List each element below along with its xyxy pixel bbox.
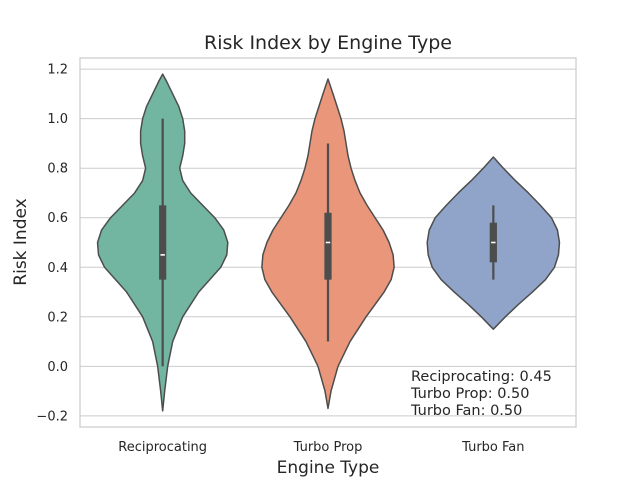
violins [96, 73, 561, 412]
iqr-box-turbo-prop [324, 212, 332, 280]
x-axis-label: Engine Type [277, 458, 380, 478]
y-tick-label: 1.2 [47, 63, 68, 78]
y-tick-label: −0.2 [36, 409, 68, 424]
y-tick-label: 0.4 [47, 261, 68, 276]
y-tick-label: 0.0 [47, 360, 68, 375]
annotation-line-reciprocating: Reciprocating: 0.45 [411, 369, 552, 385]
chart-title: Risk Index by Engine Type [204, 32, 452, 54]
x-ticks: Reciprocating Turbo Prop Turbo Fan [118, 440, 524, 455]
y-tick-label: 0.2 [47, 310, 68, 325]
y-tick-label: 0.6 [47, 211, 68, 226]
x-tick-label: Reciprocating [118, 440, 207, 455]
y-tick-label: 0.8 [47, 162, 68, 177]
x-tick-label: Turbo Prop [293, 440, 363, 455]
iqr-box-reciprocating [159, 205, 167, 280]
annotation-line-turbo-fan: Turbo Fan: 0.50 [410, 403, 522, 419]
x-tick-label: Turbo Fan [461, 440, 524, 455]
y-tick-label: 1.0 [47, 112, 68, 127]
median-annotation: Reciprocating: 0.45 Turbo Prop: 0.50 Tur… [410, 369, 552, 419]
plot-frame [79, 57, 577, 428]
y-ticks: −0.2 0.0 0.2 0.4 0.6 0.8 1.0 1.2 [36, 63, 68, 425]
annotation-line-turbo-prop: Turbo Prop: 0.50 [410, 386, 529, 402]
y-axis-label: Risk Index [11, 198, 31, 285]
